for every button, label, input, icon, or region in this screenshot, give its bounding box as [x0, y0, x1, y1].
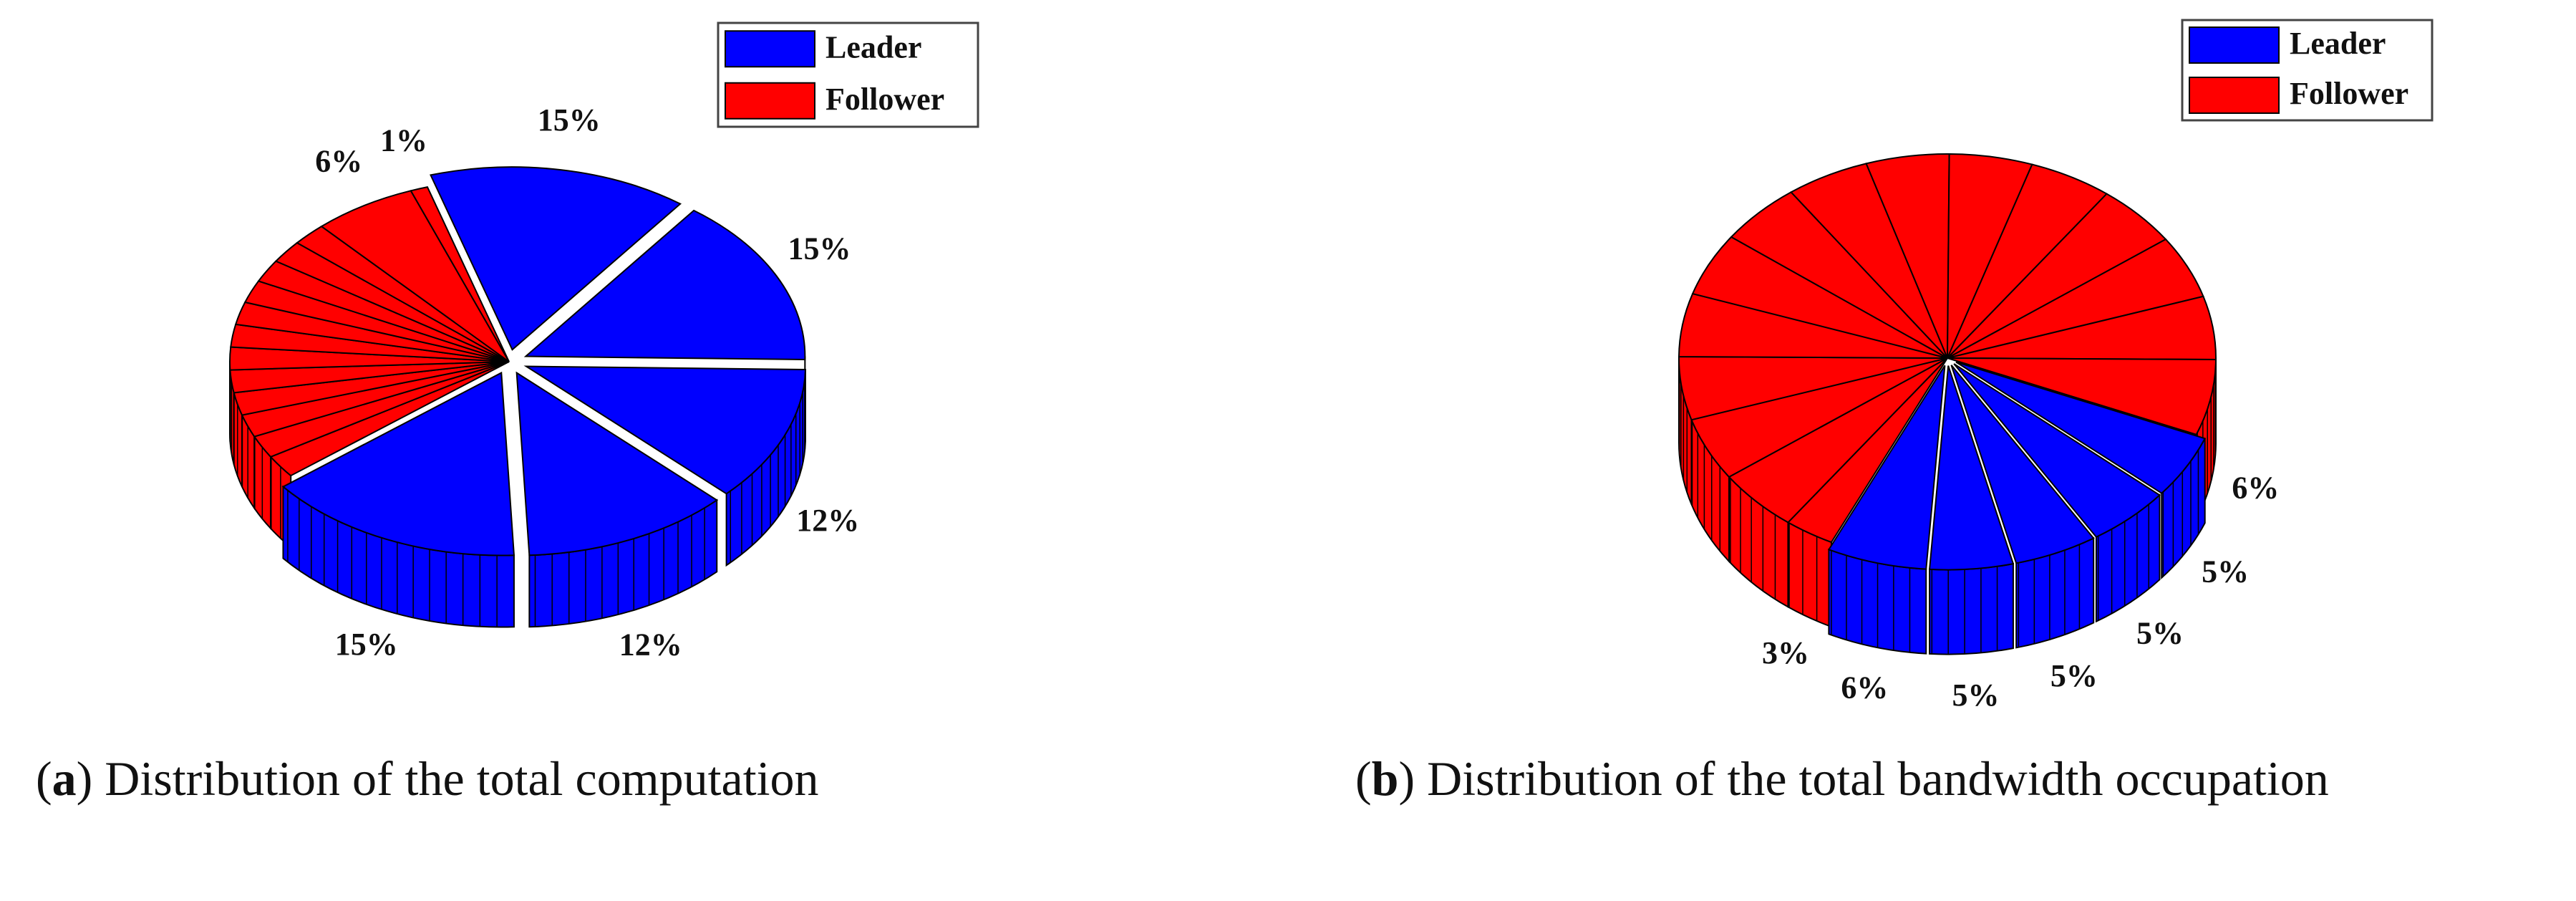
side-stripes — [254, 437, 263, 519]
legend-swatch — [725, 82, 815, 120]
slice — [281, 371, 515, 556]
data-label: 5% — [1952, 678, 1999, 713]
data-label: 5% — [2050, 658, 2098, 693]
slice-side — [1929, 562, 2014, 655]
pie-chart: 15% 15% 12% 12% 15% 6% 1% — [228, 102, 859, 662]
pie-labels: 15% 15% 12% 12% 15% 6% 1% — [315, 102, 859, 662]
slice — [1827, 365, 1946, 570]
caption-part: ( — [1355, 751, 1372, 806]
side-stripes — [1831, 550, 1911, 652]
data-label: 5% — [2202, 554, 2249, 589]
legend-label: Follower — [2290, 76, 2408, 111]
side-stripes — [233, 393, 238, 476]
legend-label: Follower — [825, 82, 944, 117]
data-label: 12% — [619, 627, 682, 662]
caption-part: ) Distribution of the total bandwidth oc… — [1398, 751, 2328, 806]
side-stripes — [1788, 523, 1818, 622]
side-stripes — [534, 508, 705, 627]
legend-swatch — [2189, 77, 2280, 114]
side-stripes — [1730, 478, 1776, 599]
data-label: 15% — [335, 627, 398, 662]
side-stripes — [241, 415, 248, 498]
slice — [320, 190, 510, 362]
data-label: 5% — [2136, 616, 2184, 651]
data-label: 12% — [796, 503, 859, 538]
pie-labels: 5% 5% 5% 5% 6% 3% 6% — [1762, 471, 2279, 713]
caption-part: b — [1372, 751, 1399, 806]
slice-side — [233, 392, 243, 487]
data-label: 6% — [315, 144, 362, 179]
caption: (a) Distribution of the total computatio… — [36, 751, 819, 806]
slice — [430, 166, 682, 351]
data-label: 1% — [380, 123, 427, 158]
data-label: 6% — [1841, 670, 1888, 705]
pie-sides — [1678, 357, 2217, 655]
data-label: 3% — [1762, 635, 1809, 670]
caption-part: a — [52, 751, 77, 806]
slice-side — [2015, 536, 2095, 649]
pie-sides — [228, 356, 806, 628]
slice — [1928, 365, 2015, 571]
legend-label: Leader — [2290, 26, 2386, 61]
side-stripes — [1691, 421, 1721, 551]
side-stripes — [2018, 544, 2081, 647]
slice-side — [253, 434, 272, 531]
caption-part: ) Distribution of the total computation — [77, 751, 819, 806]
slice — [1950, 365, 2095, 564]
legend-label: Leader — [825, 29, 921, 64]
slice-side — [1787, 521, 1832, 628]
side-stripes — [229, 370, 233, 453]
slice — [523, 365, 806, 495]
side-stripes — [2162, 450, 2199, 577]
caption-part: ( — [36, 751, 52, 806]
data-label: 15% — [788, 231, 851, 266]
slice — [410, 186, 510, 362]
side-stripes — [2097, 504, 2149, 621]
side-stripes — [1678, 358, 1688, 493]
pie-chart: 5% 5% 5% 5% 6% 3% 6% — [1678, 153, 2279, 713]
data-label: 6% — [2232, 471, 2279, 506]
side-stripes — [287, 490, 498, 627]
legend: Leader Follower — [2181, 19, 2434, 122]
side-stripes — [730, 380, 805, 563]
slice — [1953, 363, 2161, 538]
slice — [523, 209, 806, 361]
legend: Leader Follower — [717, 21, 979, 128]
side-stripes — [271, 457, 281, 539]
slice — [515, 371, 719, 556]
side-stripes — [2197, 372, 2216, 517]
side-stripes — [1931, 566, 1998, 655]
slice — [1947, 357, 2217, 435]
pie-tops — [1678, 153, 2217, 571]
slice — [1955, 361, 2207, 494]
pie-tops — [229, 166, 806, 556]
side-face — [1929, 562, 2014, 655]
caption: (b) Distribution of the total bandwidth … — [1355, 751, 2329, 806]
data-label: 15% — [538, 102, 601, 138]
legend-swatch — [2189, 26, 2280, 64]
legend-swatch — [725, 30, 815, 68]
